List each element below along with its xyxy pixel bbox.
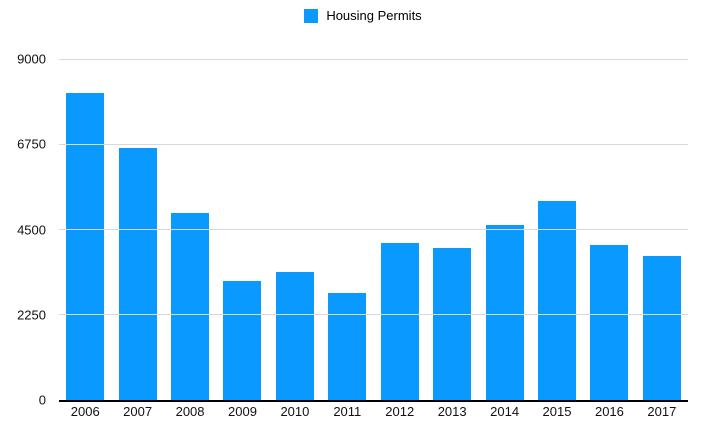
bar-2010	[275, 272, 314, 400]
x-tick-label-2006: 2006	[70, 404, 100, 419]
bar-2009	[223, 281, 262, 400]
y-tick-label-0: 0	[38, 392, 46, 408]
x-tick-label-2014: 2014	[490, 404, 520, 419]
x-tick-label-2008: 2008	[175, 404, 205, 419]
chart-legend: Housing Permits	[0, 9, 726, 23]
plot-area	[59, 58, 688, 402]
x-tick-label-2017: 2017	[647, 404, 677, 419]
bar-slot-2013	[426, 59, 478, 400]
y-tick-label-2250: 2250	[17, 307, 46, 323]
x-tick-label-2012: 2012	[385, 404, 415, 419]
bar-slot-2009	[216, 59, 268, 400]
legend-swatch-icon	[304, 9, 319, 23]
bar-slot-2016	[583, 59, 635, 400]
bar-slot-2007	[111, 59, 163, 400]
x-tick-label-2016: 2016	[594, 404, 624, 419]
x-tick-label-2011: 2011	[333, 404, 362, 419]
bars-group	[59, 59, 688, 400]
bar-2012	[380, 243, 419, 400]
bar-2015	[538, 201, 576, 400]
gridline-2250	[59, 314, 688, 316]
bar-slot-2014	[478, 59, 530, 400]
bar-slot-2011	[321, 59, 373, 400]
bar-2013	[433, 247, 472, 400]
bar-2011	[328, 293, 367, 400]
y-tick-label-6750: 6750	[17, 136, 46, 152]
x-tick-label-2009: 2009	[228, 404, 257, 419]
gridline-4500	[59, 229, 688, 230]
bar-2014	[485, 224, 524, 400]
y-tick-label-4500: 4500	[17, 222, 46, 237]
gridline-6750	[59, 143, 688, 145]
bar-2008	[171, 212, 210, 400]
gridline-9000	[59, 58, 688, 60]
bar-slot-2010	[269, 59, 321, 400]
bar-2017	[642, 256, 681, 400]
bar-slot-2012	[374, 59, 426, 400]
x-tick-label-2013: 2013	[437, 404, 467, 419]
legend-label: Housing Permits	[326, 8, 422, 23]
x-tick-label-2010: 2010	[280, 404, 310, 419]
bar-2006	[66, 93, 105, 400]
y-axis: 0 2250 4500 6750 9000	[0, 53, 46, 407]
x-axis: 2006 2007 2008 2009 2010 2011 2012 2013 2014 2015…	[59, 404, 688, 419]
y-tick-label-9000: 9000	[17, 51, 46, 67]
bar-2016	[590, 244, 629, 400]
x-tick-label-2007: 2007	[123, 404, 153, 419]
x-tick-label-2015: 2015	[542, 404, 572, 419]
bar-slot-2015	[531, 59, 583, 400]
bar-2007	[118, 148, 157, 400]
bar-slot-2008	[164, 59, 216, 400]
bar-slot-2017	[636, 59, 688, 400]
